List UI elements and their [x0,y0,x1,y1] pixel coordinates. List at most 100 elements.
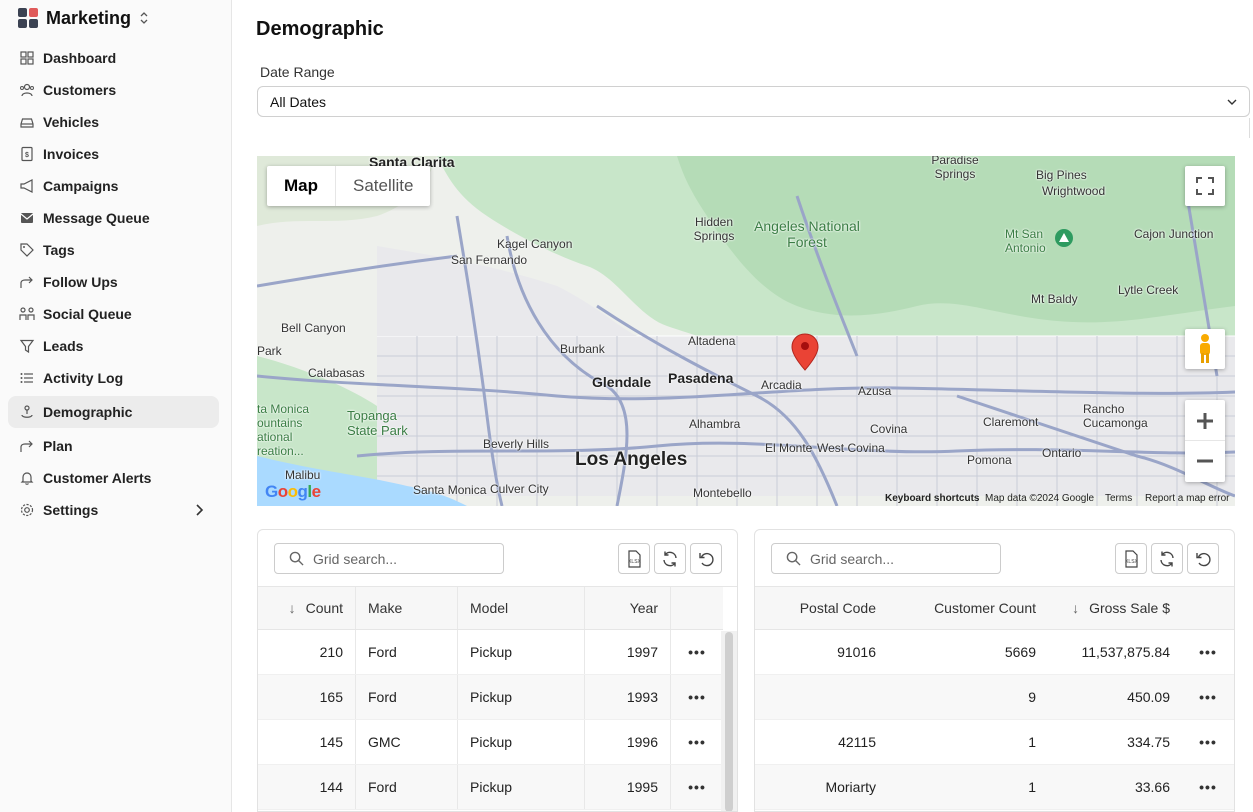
terms-link[interactable]: Terms [1105,493,1133,504]
sidebar-item-plan[interactable]: Plan [0,430,231,462]
table-row[interactable]: 42115 1 334.75 ••• [755,720,1234,765]
map-label: Lytle Creek [1118,283,1179,297]
map-tiles[interactable] [257,156,1235,506]
person-pin-icon [18,403,36,421]
map-label: Mt San Antonio [1005,227,1046,255]
refresh-icon [663,551,677,566]
sidebar-item-leads[interactable]: Leads [0,330,231,362]
sidebar-item-customer-alerts[interactable]: Customer Alerts [0,462,231,494]
grid-search[interactable] [274,543,504,574]
table-row[interactable]: 210 Ford Pickup 1997 ••• [258,630,723,675]
table-row[interactable]: 145 GMC Pickup 1996 ••• [258,720,723,765]
refresh-button[interactable] [1151,543,1183,574]
row-menu-button[interactable]: ••• [1199,689,1217,705]
export-xlsx-button[interactable]: XLSX [1115,543,1147,574]
sidebar-item-label: Vehicles [43,114,100,130]
cell-count: 210 [258,630,356,674]
cell-count: 165 [258,675,356,719]
column-header-model[interactable]: Model [458,587,585,629]
column-header-postal-code[interactable]: Postal Code [799,600,876,616]
list-icon [18,369,36,387]
app-switcher[interactable]: Marketing [0,1,231,35]
map-type-satellite-button[interactable]: Satellite [353,176,414,195]
sidebar-item-settings[interactable]: Settings [0,494,231,526]
sidebar-item-tags[interactable]: Tags [0,234,231,266]
grid-body: 91016 5669 11,537,875.84 ••• 9 450.09 ••… [755,630,1234,810]
grid-search-input[interactable] [810,550,990,567]
sidebar-item-demographic[interactable]: Demographic [8,396,219,428]
column-header-customer-count[interactable]: Customer Count [934,600,1036,616]
refresh-button[interactable] [654,543,686,574]
refresh-icon [1160,551,1174,566]
street-view-button[interactable] [1185,329,1225,369]
scrollbar-thumb[interactable] [725,632,733,811]
sidebar-item-message-queue[interactable]: Message Queue [0,202,231,234]
map-pin [791,333,819,371]
table-row[interactable]: 165 Ford Pickup 1993 ••• [258,675,723,720]
grid-header: ↓ Count Make Model Year [258,587,723,630]
zoom-in-button[interactable] [1185,401,1225,441]
map-type-map-button[interactable]: Map [267,166,336,206]
sidebar-item-vehicles[interactable]: Vehicles [0,106,231,138]
cell-model: Pickup [458,765,585,809]
table-row[interactable]: 91016 5669 11,537,875.84 ••• [755,630,1234,675]
cell-model: Pickup [458,720,585,764]
zoom-out-button[interactable] [1185,441,1225,481]
row-menu-button[interactable]: ••• [1199,734,1217,750]
sidebar-item-invoices[interactable]: $ Invoices [0,138,231,170]
date-range-value: All Dates [270,93,327,110]
undo-icon [1196,552,1211,566]
cell-make: Ford [356,675,458,719]
fullscreen-button[interactable] [1185,166,1225,206]
svg-text:XLSX: XLSX [1125,559,1138,565]
cell-model: Pickup [458,630,585,674]
table-row[interactable]: 9 450.09 ••• [755,675,1234,720]
row-menu-button[interactable]: ••• [688,779,706,795]
vehicle-grid: XLSX ↓Count Make Model Year 210 Ford Pic… [257,529,738,812]
sort-down-icon: ↓ [1072,600,1080,616]
row-menu-button[interactable]: ••• [1199,644,1217,660]
cell-gross-sale: 33.66 [1134,779,1170,795]
column-header-make[interactable]: Make [356,587,458,629]
grid-toolbar: XLSX [755,530,1234,587]
sidebar-item-campaigns[interactable]: Campaigns [0,170,231,202]
keyboard-shortcuts-link[interactable]: Keyboard shortcuts [885,493,980,504]
reset-button[interactable] [1187,543,1219,574]
grid-search[interactable] [771,543,1001,574]
chevron-up-down-icon [139,11,149,25]
column-header-count[interactable]: ↓ Count [258,587,356,629]
sidebar-item-social-queue[interactable]: Social Queue [0,298,231,330]
fullscreen-icon [1196,177,1214,195]
row-menu-button[interactable]: ••• [688,734,706,750]
date-range-select[interactable]: All Dates [257,86,1250,117]
date-range-label: Date Range [260,64,335,80]
reset-button[interactable] [690,543,722,574]
cell-year: 1997 [585,630,671,674]
gear-icon [18,501,36,519]
table-row[interactable]: Moriarty 1 33.66 ••• [755,765,1234,810]
grid-search-input[interactable] [313,550,493,567]
sort-down-icon: ↓ [288,600,296,616]
column-header-gross-sale[interactable]: ↓ Gross Sale $ [1072,600,1170,616]
row-menu-button[interactable]: ••• [688,689,706,705]
export-xlsx-button[interactable]: XLSX [618,543,650,574]
postal-grid: XLSX Postal Code Customer Count ↓Gross S… [754,529,1235,812]
map[interactable]: Santa Clarita Paradise Springs Big Pines… [257,156,1235,506]
grid-toolbar: XLSX [258,530,737,587]
row-menu-button[interactable]: ••• [1199,779,1217,795]
sidebar-item-activity-log[interactable]: Activity Log [0,362,231,394]
sidebar-item-dashboard[interactable]: Dashboard [0,42,231,74]
map-label: Calabasas [308,366,365,380]
cell-model: Pickup [458,675,585,719]
sidebar-item-customers[interactable]: Customers [0,74,231,106]
map-label: Arcadia [761,378,802,392]
sidebar: Marketing Dashboard Customers Vehicles $… [0,0,232,812]
row-menu-button[interactable]: ••• [688,644,706,660]
xlsx-icon: XLSX [1125,549,1139,568]
report-error-link[interactable]: Report a map error [1145,493,1230,504]
dashboard-icon [18,49,36,67]
table-row[interactable]: 144 Ford Pickup 1995 ••• [258,765,723,810]
sidebar-item-follow-ups[interactable]: Follow Ups [0,266,231,298]
sidebar-item-label: Customers [43,82,117,98]
column-header-year[interactable]: Year [585,587,671,629]
